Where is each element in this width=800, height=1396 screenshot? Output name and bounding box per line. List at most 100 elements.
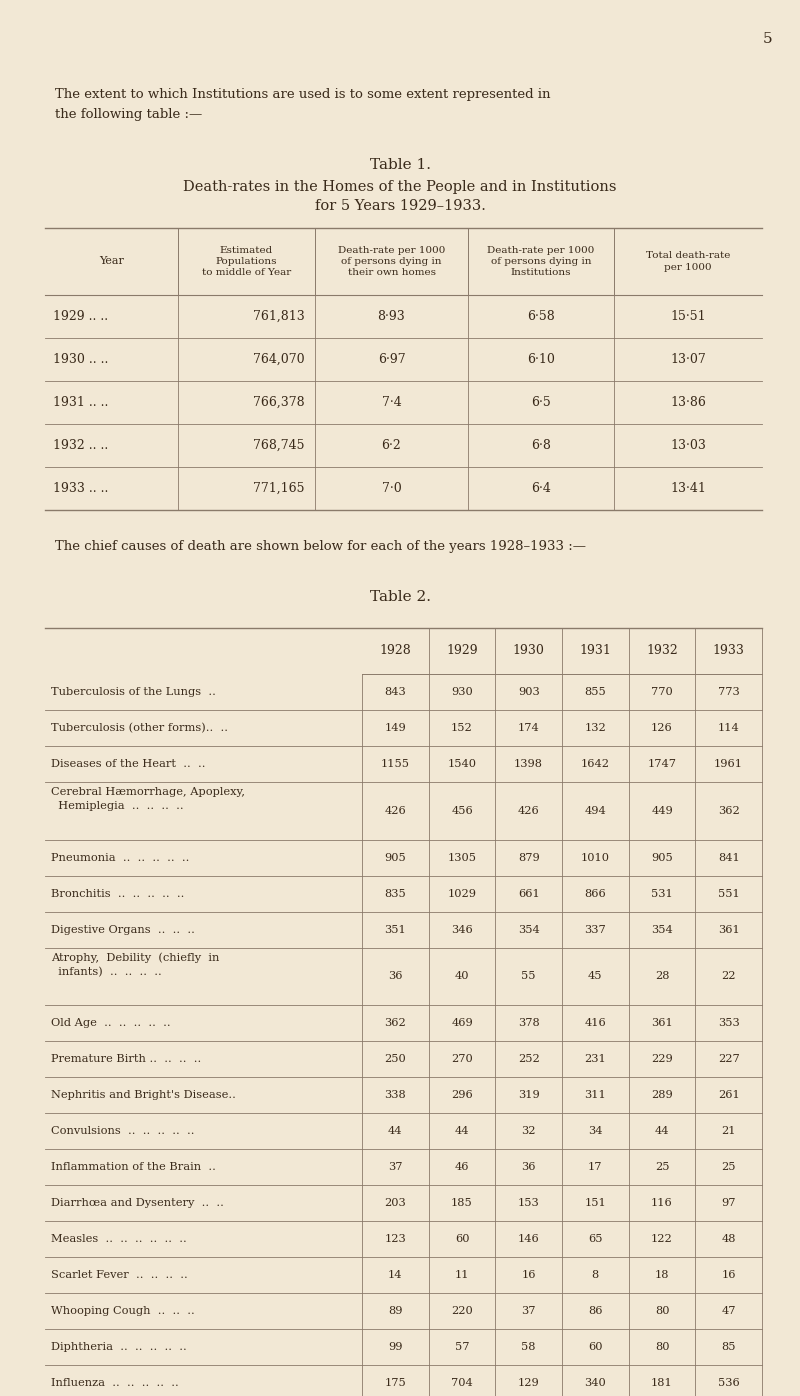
Text: 15·51: 15·51: [670, 310, 706, 322]
Text: 354: 354: [518, 924, 539, 934]
Text: Whooping Cough  ..  ..  ..: Whooping Cough .. .. ..: [51, 1307, 194, 1316]
Text: 337: 337: [585, 924, 606, 934]
Text: 174: 174: [518, 723, 539, 733]
Text: 766,378: 766,378: [254, 396, 305, 409]
Text: Cerebral Hæmorrhage, Apoplexy,
  Hemiplegia  ..  ..  ..  ..: Cerebral Hæmorrhage, Apoplexy, Hemiplegi…: [51, 787, 245, 811]
Text: 1931: 1931: [579, 645, 611, 658]
Text: 416: 416: [585, 1018, 606, 1029]
Text: 231: 231: [585, 1054, 606, 1064]
Text: 80: 80: [654, 1342, 670, 1353]
Text: 855: 855: [585, 687, 606, 697]
Text: 149: 149: [385, 723, 406, 733]
Text: 1932 .. ..: 1932 .. ..: [53, 438, 108, 452]
Text: 25: 25: [654, 1163, 670, 1173]
Text: 17: 17: [588, 1163, 602, 1173]
Text: 1933 .. ..: 1933 .. ..: [53, 482, 108, 496]
Text: Convulsions  ..  ..  ..  ..  ..: Convulsions .. .. .. .. ..: [51, 1127, 194, 1136]
Text: 58: 58: [522, 1342, 536, 1353]
Text: Year: Year: [99, 257, 124, 267]
Text: 6·8: 6·8: [531, 438, 551, 452]
Text: 146: 146: [518, 1234, 539, 1244]
Text: 866: 866: [585, 889, 606, 899]
Text: 7·4: 7·4: [382, 396, 402, 409]
Text: 930: 930: [451, 687, 473, 697]
Text: 426: 426: [518, 805, 539, 815]
Text: 13·07: 13·07: [670, 353, 706, 366]
Text: 761,813: 761,813: [254, 310, 305, 322]
Text: 13·86: 13·86: [670, 396, 706, 409]
Text: 175: 175: [385, 1378, 406, 1388]
Text: 7·0: 7·0: [382, 482, 402, 496]
Text: 13·41: 13·41: [670, 482, 706, 496]
Text: 362: 362: [718, 805, 739, 815]
Text: Table 1.: Table 1.: [370, 158, 430, 172]
Text: 5: 5: [762, 32, 772, 46]
Text: 296: 296: [451, 1090, 473, 1100]
Text: 319: 319: [518, 1090, 539, 1100]
Text: 6·97: 6·97: [378, 353, 406, 366]
Text: 153: 153: [518, 1198, 539, 1208]
Text: Influenza  ..  ..  ..  ..  ..: Influenza .. .. .. .. ..: [51, 1378, 178, 1388]
Text: 426: 426: [385, 805, 406, 815]
Text: 152: 152: [451, 723, 473, 733]
Text: 1928: 1928: [379, 645, 411, 658]
Text: 8·93: 8·93: [378, 310, 406, 322]
Text: 129: 129: [518, 1378, 539, 1388]
Text: 44: 44: [388, 1127, 402, 1136]
Text: 85: 85: [722, 1342, 736, 1353]
Text: Total death-rate
per 1000: Total death-rate per 1000: [646, 251, 730, 272]
Text: 250: 250: [385, 1054, 406, 1064]
Text: 362: 362: [385, 1018, 406, 1029]
Text: 354: 354: [651, 924, 673, 934]
Text: 36: 36: [522, 1163, 536, 1173]
Text: 116: 116: [651, 1198, 673, 1208]
Text: 99: 99: [388, 1342, 402, 1353]
Text: 22: 22: [722, 972, 736, 981]
Text: 34: 34: [588, 1127, 602, 1136]
Text: 60: 60: [588, 1342, 602, 1353]
Text: 28: 28: [654, 972, 670, 981]
Text: 536: 536: [718, 1378, 739, 1388]
Text: Digestive Organs  ..  ..  ..: Digestive Organs .. .. ..: [51, 924, 195, 934]
Text: 764,070: 764,070: [254, 353, 305, 366]
Text: Death-rates in the Homes of the People and in Institutions
for 5 Years 1929–1933: Death-rates in the Homes of the People a…: [183, 180, 617, 214]
Text: 456: 456: [451, 805, 473, 815]
Text: 361: 361: [651, 1018, 673, 1029]
Text: 1747: 1747: [647, 759, 677, 769]
Text: 1930 .. ..: 1930 .. ..: [53, 353, 108, 366]
Text: 185: 185: [451, 1198, 473, 1208]
Text: 1961: 1961: [714, 759, 743, 769]
Text: 11: 11: [454, 1270, 470, 1280]
Text: Nephritis and Bright's Disease..: Nephritis and Bright's Disease..: [51, 1090, 236, 1100]
Text: 289: 289: [651, 1090, 673, 1100]
Text: Pneumonia  ..  ..  ..  ..  ..: Pneumonia .. .. .. .. ..: [51, 853, 190, 863]
Text: Inflammation of the Brain  ..: Inflammation of the Brain ..: [51, 1163, 216, 1173]
Text: 835: 835: [385, 889, 406, 899]
Text: 531: 531: [651, 889, 673, 899]
Text: 1010: 1010: [581, 853, 610, 863]
Text: 60: 60: [454, 1234, 470, 1244]
Text: 32: 32: [522, 1127, 536, 1136]
Text: 122: 122: [651, 1234, 673, 1244]
Text: 1398: 1398: [514, 759, 543, 769]
Text: 65: 65: [588, 1234, 602, 1244]
Text: 16: 16: [722, 1270, 736, 1280]
Text: 1540: 1540: [447, 759, 477, 769]
Text: 36: 36: [388, 972, 402, 981]
Text: 13·03: 13·03: [670, 438, 706, 452]
Text: 44: 44: [454, 1127, 470, 1136]
Text: 40: 40: [454, 972, 470, 981]
Text: Table 2.: Table 2.: [370, 591, 430, 604]
Text: 494: 494: [585, 805, 606, 815]
Text: 229: 229: [651, 1054, 673, 1064]
Text: 903: 903: [518, 687, 539, 697]
Text: 361: 361: [718, 924, 739, 934]
Text: 14: 14: [388, 1270, 402, 1280]
Text: The extent to which Institutions are used is to some extent represented in
the f: The extent to which Institutions are use…: [55, 88, 550, 121]
Text: 6·4: 6·4: [531, 482, 551, 496]
Text: Tuberculosis of the Lungs  ..: Tuberculosis of the Lungs ..: [51, 687, 216, 697]
Text: 704: 704: [451, 1378, 473, 1388]
Text: 114: 114: [718, 723, 739, 733]
Text: 449: 449: [651, 805, 673, 815]
Text: 378: 378: [518, 1018, 539, 1029]
